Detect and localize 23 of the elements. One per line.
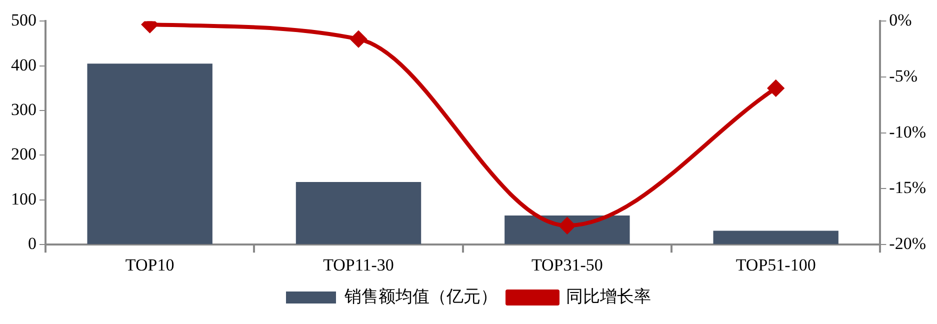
bar — [87, 64, 212, 244]
y-tick-label: 300 — [11, 100, 36, 120]
bar — [713, 230, 838, 244]
y-tick-label: 200 — [11, 144, 36, 164]
y-tick-label: 500 — [11, 10, 36, 30]
bar — [296, 182, 422, 244]
y2-tick-label: -5% — [889, 66, 918, 86]
y-tick-label: 400 — [11, 55, 36, 74]
point — [768, 80, 784, 96]
legend-label: 销售额均值（亿元） — [344, 286, 498, 306]
y2-tick-label: -10% — [889, 122, 926, 142]
y2-tick-label: -15% — [889, 178, 926, 198]
point — [350, 31, 367, 48]
point — [559, 218, 576, 234]
x-tick-label: TOP10 — [125, 255, 174, 274]
y2-tick-label: 0% — [889, 10, 912, 30]
y2-tick-label: -20% — [889, 234, 926, 254]
y-tick-label: 100 — [11, 189, 36, 208]
legend-label: 同比增长率 — [566, 286, 651, 306]
x-tick-label: TOP11-30 — [323, 255, 394, 274]
y-tick-label: 0 — [28, 234, 36, 254]
x-tick-label: TOP51-100 — [736, 255, 816, 274]
x-tick-label: TOP31-50 — [531, 255, 603, 274]
